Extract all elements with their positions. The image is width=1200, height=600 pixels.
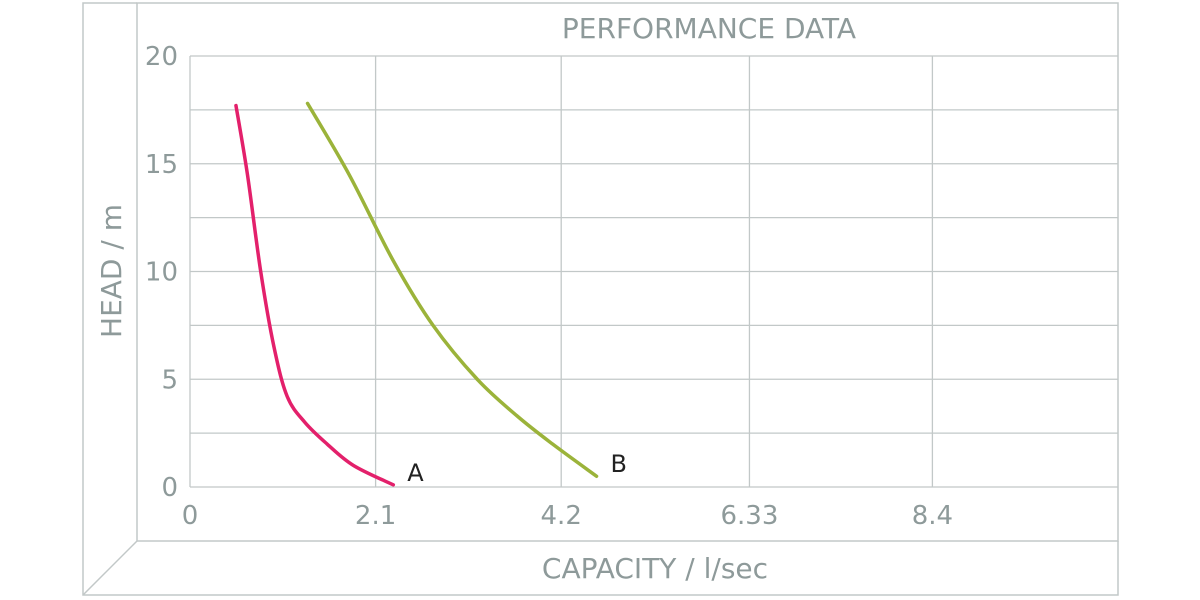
frame-diagonal-edge (82, 540, 138, 596)
y-axis-title: HEAD / m (95, 204, 128, 338)
chart-title: PERFORMANCE DATA (562, 12, 856, 45)
y-tick-label: 5 (161, 365, 178, 395)
plot-grid (189, 55, 1118, 488)
y-tick-label: 0 (161, 473, 178, 503)
series-label-a: A (407, 459, 424, 487)
y-tick-label: 10 (145, 258, 178, 288)
x-tick-label: 0 (182, 501, 199, 531)
series-line-b (305, 101, 599, 478)
y-tick-label: 15 (145, 150, 178, 180)
y-axis-ticks: 0 5 10 15 20 (145, 42, 178, 503)
y-tick-label: 20 (145, 42, 178, 72)
x-tick-label: 2.1 (355, 501, 396, 531)
x-axis-title: CAPACITY / l/sec (542, 552, 768, 585)
chart-frame (82, 2, 1119, 596)
x-tick-label: 8.4 (912, 501, 953, 531)
x-axis-ticks: 0 2.1 4.2 6.33 8.4 (182, 501, 953, 531)
x-tick-label: 6.33 (721, 501, 779, 531)
series-label-b: B (611, 450, 627, 478)
x-tick-label: 4.2 (541, 501, 582, 531)
frame-side-panel (82, 2, 1119, 596)
series-line-a (234, 103, 396, 487)
